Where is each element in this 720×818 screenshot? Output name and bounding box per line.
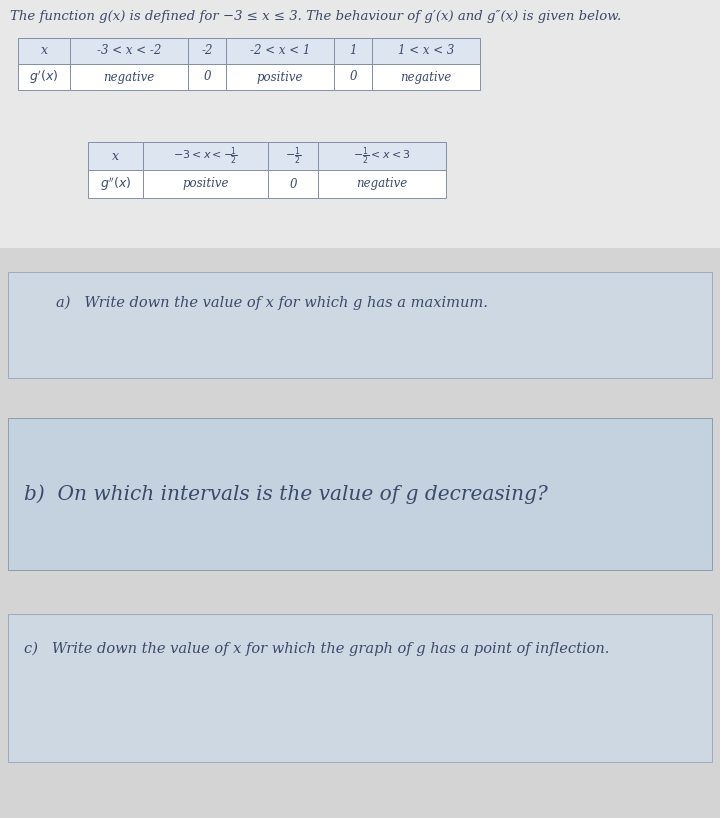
Bar — [188, 64, 226, 90]
Bar — [8, 418, 712, 570]
Bar — [88, 170, 143, 198]
Bar — [70, 64, 188, 90]
Text: -3 < x < -2: -3 < x < -2 — [96, 44, 161, 57]
Bar — [70, 38, 188, 64]
Text: $-\frac{1}{2} < x < 3$: $-\frac{1}{2} < x < 3$ — [353, 146, 411, 167]
Text: 0: 0 — [203, 70, 211, 83]
Bar — [318, 142, 446, 170]
Text: b)  On which intervals is the value of g decreasing?: b) On which intervals is the value of g … — [24, 484, 548, 504]
Text: 0: 0 — [349, 70, 356, 83]
Text: x: x — [112, 150, 119, 163]
Text: 0: 0 — [289, 178, 297, 191]
Text: negative: negative — [104, 70, 155, 83]
Bar — [8, 272, 712, 378]
Bar — [143, 142, 268, 170]
Bar — [372, 38, 480, 64]
Text: positive: positive — [182, 178, 229, 191]
Text: $-\frac{1}{2}$: $-\frac{1}{2}$ — [285, 146, 301, 167]
Text: negative: negative — [356, 178, 408, 191]
Bar — [143, 170, 268, 198]
Text: a)   Write down the value of x for which g has a maximum.: a) Write down the value of x for which g… — [56, 296, 488, 310]
Text: 1 < x < 3: 1 < x < 3 — [398, 44, 454, 57]
Text: 1: 1 — [349, 44, 356, 57]
Text: $-3 < x < -\!\frac{1}{2}$: $-3 < x < -\!\frac{1}{2}$ — [173, 146, 238, 167]
Text: c)   Write down the value of x for which the graph of g has a point of inflectio: c) Write down the value of x for which t… — [24, 642, 609, 656]
Text: x: x — [40, 44, 48, 57]
Text: The function g(x) is defined for −3 ≤ x ≤ 3. The behaviour of g′(x) and g″(x) is: The function g(x) is defined for −3 ≤ x … — [10, 10, 621, 23]
Text: negative: negative — [400, 70, 451, 83]
Bar — [372, 64, 480, 90]
Bar — [18, 38, 70, 64]
Bar — [188, 38, 226, 64]
Bar — [226, 38, 334, 64]
Bar — [8, 614, 712, 762]
Text: -2: -2 — [202, 44, 212, 57]
Bar — [268, 170, 318, 198]
Bar — [334, 64, 372, 90]
Bar — [18, 64, 70, 90]
Text: -2 < x < 1: -2 < x < 1 — [250, 44, 310, 57]
Bar — [318, 170, 446, 198]
Bar — [0, 0, 720, 248]
Text: positive: positive — [257, 70, 303, 83]
Bar — [334, 38, 372, 64]
Bar — [88, 142, 143, 170]
Text: $g'(x)$: $g'(x)$ — [30, 68, 58, 86]
Text: $g''(x)$: $g''(x)$ — [99, 175, 131, 193]
Bar — [268, 142, 318, 170]
Bar — [226, 64, 334, 90]
